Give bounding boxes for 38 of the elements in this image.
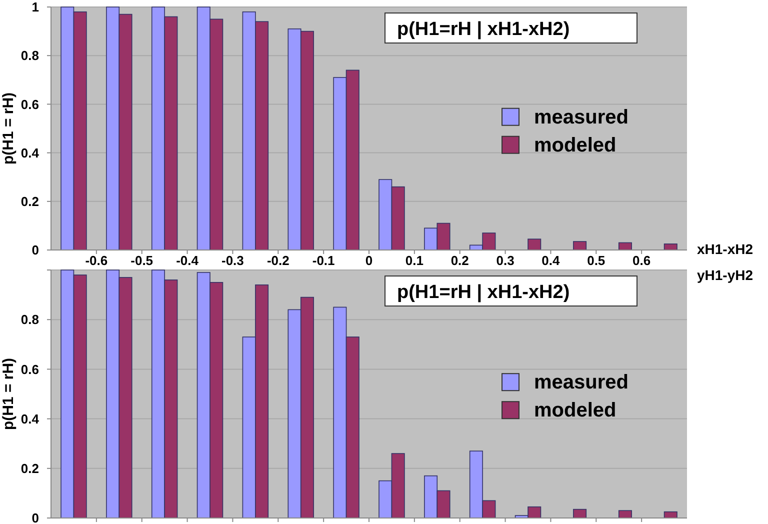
x-tick-label: 0.2 xyxy=(450,253,469,268)
title-box: p(H1=rH | xH1-xH2) xyxy=(384,12,638,44)
x-tick-label: 0.6 xyxy=(632,253,651,268)
y-tick-label: 0.6 xyxy=(20,96,39,112)
x-tick-label: -0.6 xyxy=(85,253,108,268)
x-axis-title: yH1-yH2 xyxy=(697,267,754,283)
y-tick-label: 0 xyxy=(32,510,39,524)
y-axis-title: p(H1 = rH) xyxy=(0,358,17,430)
bar xyxy=(573,508,587,518)
y-tick-label: 0.6 xyxy=(20,362,39,377)
y-tick-label: 1 xyxy=(32,0,39,15)
y-tick-label: 0.8 xyxy=(20,48,39,64)
y-tick-label: 0.4 xyxy=(20,145,40,160)
x-tick-label: -0.2 xyxy=(266,253,290,268)
legend-label: modeled xyxy=(534,400,616,422)
x-tick-label: 0.1 xyxy=(405,253,424,268)
y-tick-label: 0.2 xyxy=(20,460,39,476)
y-tick-label: 0 xyxy=(32,242,39,258)
x-axis-title: xH1-xH2 xyxy=(697,241,754,257)
legend-label: modeled xyxy=(534,134,616,156)
legend-label: measured xyxy=(534,372,628,394)
x-tick-label: -0.5 xyxy=(130,253,154,268)
x-tick-label: 0.3 xyxy=(496,253,514,268)
x-tick-label: 0.4 xyxy=(542,253,561,268)
bar xyxy=(618,510,632,518)
x-tick-label: -0.3 xyxy=(222,253,244,268)
bar xyxy=(528,238,542,250)
x-tick-label: 0.5 xyxy=(587,253,606,268)
y-tick-label: 0.4 xyxy=(20,411,40,426)
x-tick-label: -0.4 xyxy=(176,253,200,268)
y-tick-label: 0.2 xyxy=(20,194,39,209)
x-tick-label: 0 xyxy=(365,253,373,268)
bar xyxy=(573,241,587,250)
title-box: p(H1=rH | xH1-xH2) xyxy=(384,276,638,306)
y-tick-label: 0.8 xyxy=(20,312,39,328)
y-axis-title: p(H1 = rH) xyxy=(0,92,17,165)
legend-label: measured xyxy=(534,106,628,128)
x-tick-label: -0.1 xyxy=(312,253,335,268)
